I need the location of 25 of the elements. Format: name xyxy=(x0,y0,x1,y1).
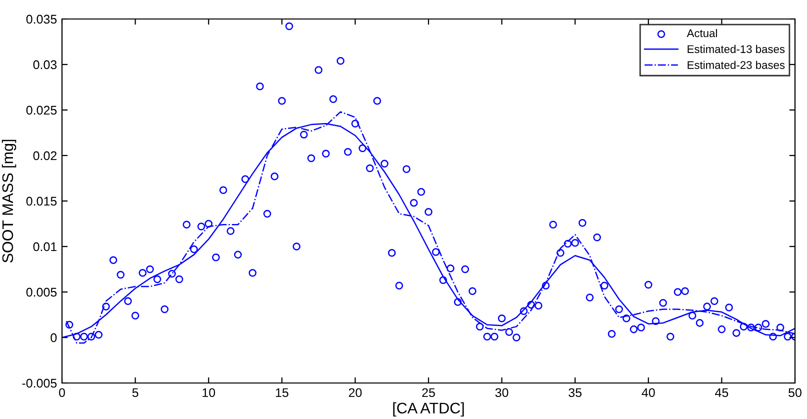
x-tick-label: 30 xyxy=(495,388,508,398)
x-tick-label: 15 xyxy=(276,388,288,398)
y-tick-label: 0 xyxy=(50,333,57,342)
x-tick-label: 50 xyxy=(788,388,802,398)
y-tick-label: 0.015 xyxy=(26,196,57,206)
y-tick-label: 0.005 xyxy=(26,288,57,297)
x-tick-label: 20 xyxy=(348,388,362,398)
y-axis-title: SOOT MASS [mg] xyxy=(2,140,16,263)
x-tick-label: 5 xyxy=(132,388,138,398)
x-tick-label: 25 xyxy=(422,388,435,398)
y-tick-label: 0.03 xyxy=(33,60,57,70)
legend-label: Actual xyxy=(686,29,717,38)
x-tick-label: 35 xyxy=(568,388,582,398)
x-tick-label: 40 xyxy=(642,388,655,398)
x-tick-label: 10 xyxy=(202,388,216,398)
y-tick-label: 0.035 xyxy=(26,14,57,24)
y-tick-label: -0.005 xyxy=(22,378,57,388)
y-tick-label: 0.025 xyxy=(26,106,57,115)
x-tick-label: 0 xyxy=(59,388,65,398)
legend-label: Estimated-23 bases xyxy=(688,60,785,69)
x-tick-label: 45 xyxy=(715,388,728,398)
x-axis-title: [CA ATDC] xyxy=(393,402,464,417)
legend-label: Estimated-13 bases xyxy=(688,44,785,54)
y-tick-label: 0.01 xyxy=(33,242,57,252)
y-tick-label: 0.02 xyxy=(33,151,57,160)
